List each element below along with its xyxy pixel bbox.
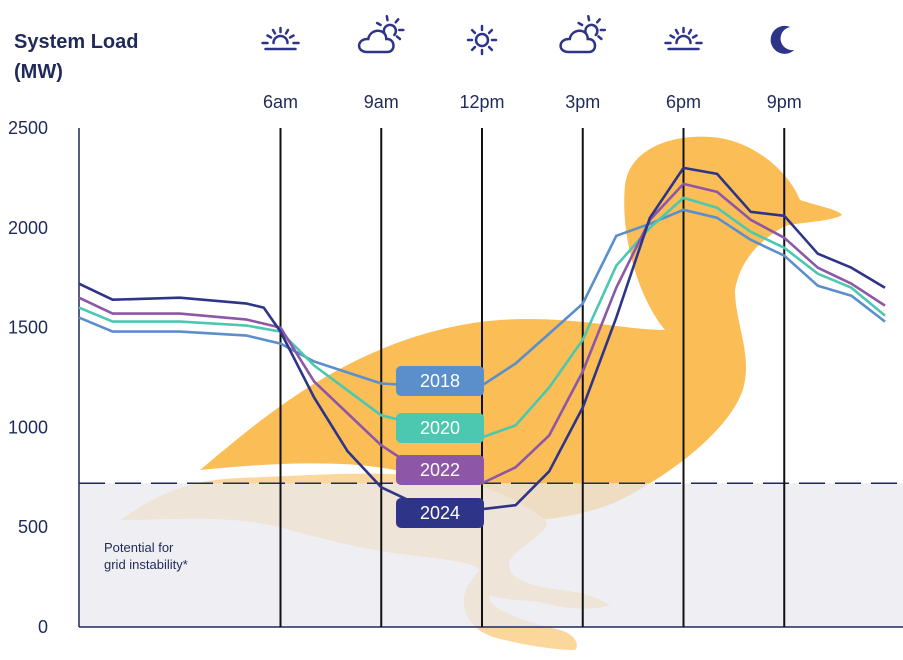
- y-axis-title-line2: (MW): [14, 61, 63, 83]
- series-label-2024: 2024: [396, 498, 484, 528]
- svg-text:2022: 2022: [420, 460, 460, 480]
- x-tick-label: 3pm: [565, 92, 600, 112]
- partly-cloudy-icon: [357, 14, 405, 54]
- x-tick-label: 9am: [364, 92, 399, 112]
- sun-icon: [466, 24, 498, 56]
- series-line-2018: [78, 208, 886, 387]
- x-tick-label: 12pm: [459, 92, 504, 112]
- x-tick-label: 6am: [263, 92, 298, 112]
- weather-icons: [261, 14, 795, 56]
- threshold-annotation-line2: grid instability*: [104, 557, 188, 572]
- series-label-2022: 2022: [396, 455, 484, 485]
- y-axis-title-line1: System Load: [14, 31, 138, 53]
- sunrise-icon: [261, 26, 300, 51]
- series-line-2020: [78, 196, 886, 439]
- sunset-icon: [664, 26, 703, 51]
- threshold-annotation-line1: Potential for: [104, 540, 174, 555]
- series-label-2018: 2018: [396, 366, 484, 396]
- y-tick-label: 1500: [8, 318, 48, 338]
- svg-text:2020: 2020: [420, 418, 460, 438]
- svg-text:2018: 2018: [420, 371, 460, 391]
- y-tick-label: 500: [18, 517, 48, 537]
- svg-text:2024: 2024: [420, 503, 460, 523]
- y-tick-label: 2000: [8, 218, 48, 238]
- x-tick-label: 6pm: [666, 92, 701, 112]
- y-tick-label: 0: [38, 617, 48, 637]
- series-line-2022: [78, 182, 886, 485]
- instability-zone: [79, 483, 903, 627]
- x-tick-label: 9pm: [767, 92, 802, 112]
- y-tick-label: 1000: [8, 417, 48, 437]
- moon-icon: [770, 25, 795, 54]
- partly-cloudy-icon: [559, 14, 606, 54]
- series-line-2024: [78, 166, 886, 511]
- series-label-2020: 2020: [396, 413, 484, 443]
- y-tick-label: 2500: [8, 118, 48, 138]
